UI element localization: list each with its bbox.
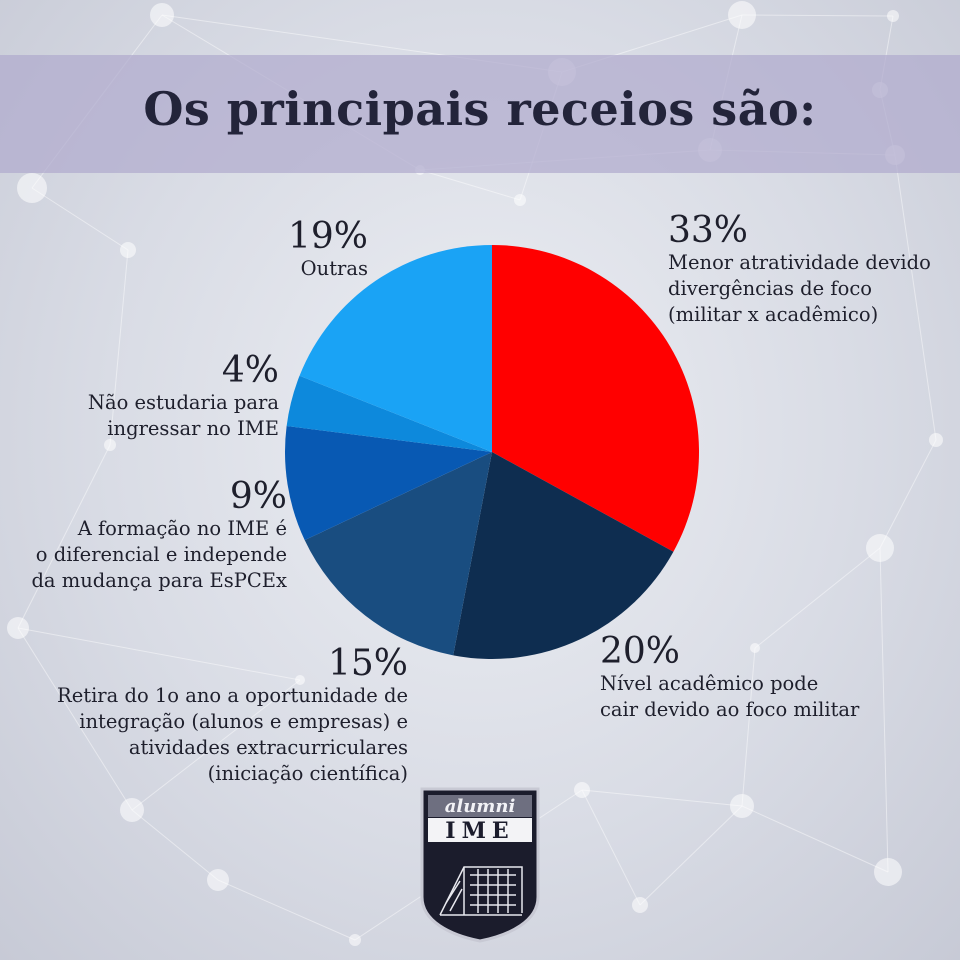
slice-text-2-line-2: atividades extracurriculares: [128, 736, 408, 759]
slice-value-label-1: 20%: [600, 631, 681, 672]
slice-value-label-3: 9%: [229, 476, 287, 517]
network-node: [104, 439, 116, 451]
pie-slice-2: [304, 452, 492, 656]
network-node: [929, 433, 943, 447]
network-line: [17, 627, 301, 681]
building-icon: [439, 866, 523, 916]
slice-text-0-line-0: Menor atratividade devido: [668, 251, 931, 274]
slice-text-4-line-0: Não estudaria para: [87, 391, 279, 414]
network-node: [295, 675, 305, 685]
network-line: [741, 805, 889, 873]
network-node: [349, 934, 361, 946]
slice-label-4: 4% Não estudaria para ingressar no IME: [88, 352, 279, 442]
slice-text-3-line-2: da mudança para EsPCEx: [31, 569, 287, 592]
slice-label-1: 20% Nível acadêmico pode cair devido ao …: [600, 633, 859, 723]
network-line: [741, 647, 756, 807]
pie-slice-0: [492, 244, 700, 552]
network-node: [120, 798, 144, 822]
slice-label-5: 19% Outras: [288, 218, 368, 282]
slice-text-1-line-0: Nível acadêmico pode: [600, 672, 819, 695]
network-line: [894, 154, 937, 441]
slice-value-label-0: 33%: [668, 210, 749, 251]
network-line: [131, 679, 301, 811]
network-node: [750, 643, 760, 653]
network-node: [866, 534, 894, 562]
network-line: [879, 547, 889, 873]
network-line: [879, 439, 937, 549]
slice-text-4-line-1: ingressar no IME: [107, 417, 279, 440]
slice-text-2-line-0: Retira do 1o ano a oportunidade de: [57, 684, 408, 707]
network-node: [574, 782, 590, 798]
network-line: [741, 14, 894, 17]
slice-label-2: 15% Retira do 1o ano a oportunidade de i…: [57, 645, 408, 787]
slice-value-label-2: 15%: [327, 643, 408, 684]
network-node: [120, 242, 136, 258]
slice-label-3: 9% A formação no IME é o diferencial e i…: [31, 478, 287, 594]
network-line: [639, 805, 743, 906]
logo-line-2: IME: [445, 818, 514, 844]
network-node: [17, 173, 47, 203]
network-line: [17, 627, 133, 811]
network-node: [632, 897, 648, 913]
network-line: [131, 809, 219, 881]
network-node: [7, 617, 29, 639]
network-line: [581, 789, 641, 906]
network-node: [514, 194, 526, 206]
network-line: [109, 249, 129, 446]
slice-text-0-line-1: divergências de foco: [668, 277, 873, 300]
slice-text-3-line-0: A formação no IME é: [77, 517, 287, 540]
slice-text-1-line-1: cair devido ao foco militar: [600, 698, 860, 721]
network-node: [207, 869, 229, 891]
title-band: [0, 55, 960, 173]
network-node: [730, 794, 754, 818]
network-line: [754, 547, 881, 649]
network-node: [887, 10, 899, 22]
network-node: [874, 858, 902, 886]
slice-text-2-line-3: (iniciação científica): [207, 762, 408, 785]
pie-slice-4: [286, 375, 492, 452]
network-line: [31, 187, 129, 251]
pie-slice-3: [284, 426, 492, 541]
alumni-ime-logo: alumni IME: [420, 787, 540, 943]
slice-text-0-line-2: (militar x acadêmico): [668, 303, 879, 326]
slice-text-2-line-1: integração (alunos e empresas) e: [79, 710, 408, 733]
logo-line-1: alumni: [445, 796, 516, 817]
pie-slice-5: [299, 245, 492, 452]
page-title: Os principais receios são:: [143, 82, 817, 136]
pie-slice-1: [453, 452, 674, 659]
slice-value-label-4: 4%: [221, 350, 279, 391]
slice-value-label-5: 19%: [287, 216, 368, 257]
network-line: [17, 444, 111, 629]
network-line: [217, 879, 356, 941]
slice-text-5-line-0: Outras: [300, 257, 368, 280]
network-node: [728, 1, 756, 29]
slice-label-0: 33% Menor atratividade devido divergênci…: [668, 212, 931, 328]
network-node: [150, 3, 174, 27]
slice-text-3-line-1: o diferencial e independe: [35, 543, 287, 566]
network-line: [581, 789, 743, 807]
network-line: [419, 169, 521, 201]
